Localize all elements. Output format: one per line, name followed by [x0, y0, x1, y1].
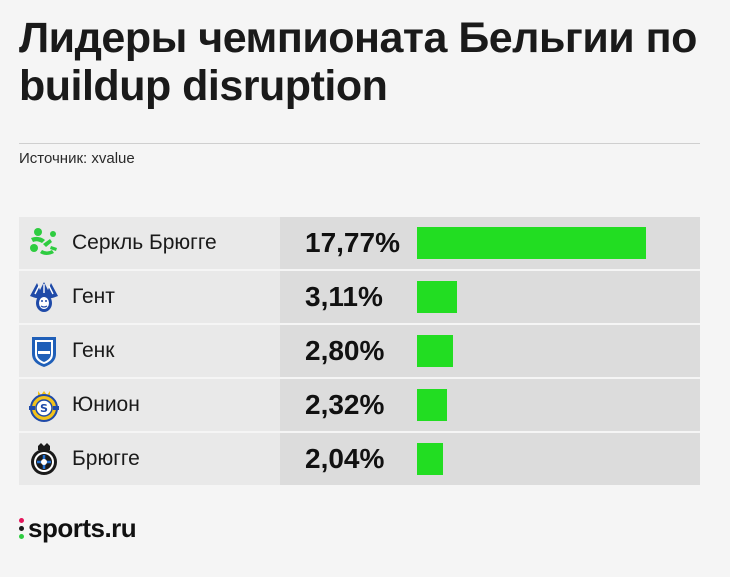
divider	[19, 143, 700, 144]
brand-dots-icon	[19, 517, 24, 539]
brand-name: sports.ru	[28, 512, 137, 543]
table-row: Гент 3,11%	[19, 271, 700, 323]
table-row: Брюгге 2,04%	[19, 433, 700, 485]
table-row: S Юнион 2,32%	[19, 379, 700, 431]
source-note: Источник: xvalue	[19, 150, 135, 167]
bar	[417, 443, 443, 475]
brand-logo: sports.ru	[19, 512, 137, 544]
bar-panel	[280, 379, 700, 431]
svg-text:S: S	[40, 402, 48, 415]
table-row: Генк 2,80%	[19, 325, 700, 377]
chart-title: Лидеры чемпионата Бельгии по buildup dis…	[19, 14, 697, 110]
bar	[417, 335, 453, 367]
gent-logo	[27, 280, 61, 314]
bar	[417, 227, 646, 259]
team-name: Генк	[72, 339, 115, 362]
union-logo: S	[27, 388, 61, 422]
bar	[417, 281, 457, 313]
value-label: 2,04%	[305, 443, 385, 474]
club-brugge-logo	[27, 442, 61, 476]
bar-panel	[280, 433, 700, 485]
table-row: Серкль Брюгге 17,77%	[19, 217, 700, 269]
value-label: 17,77%	[305, 227, 400, 258]
value-label: 2,80%	[305, 335, 385, 366]
genk-logo	[27, 334, 61, 368]
team-name: Юнион	[72, 393, 140, 416]
bar-panel	[280, 271, 700, 323]
value-label: 2,32%	[305, 389, 385, 420]
team-name: Брюгге	[72, 447, 140, 470]
bar-chart: Серкль Брюгге 17,77% Гент 3,11% Генк 2,80% S Юн…	[19, 217, 700, 487]
team-name: Серкль Брюгге	[72, 231, 217, 254]
team-name: Гент	[72, 285, 115, 308]
value-label: 3,11%	[305, 281, 383, 312]
bar	[417, 389, 447, 421]
bar-panel	[280, 325, 700, 377]
cercle-brugge-logo	[27, 226, 61, 260]
